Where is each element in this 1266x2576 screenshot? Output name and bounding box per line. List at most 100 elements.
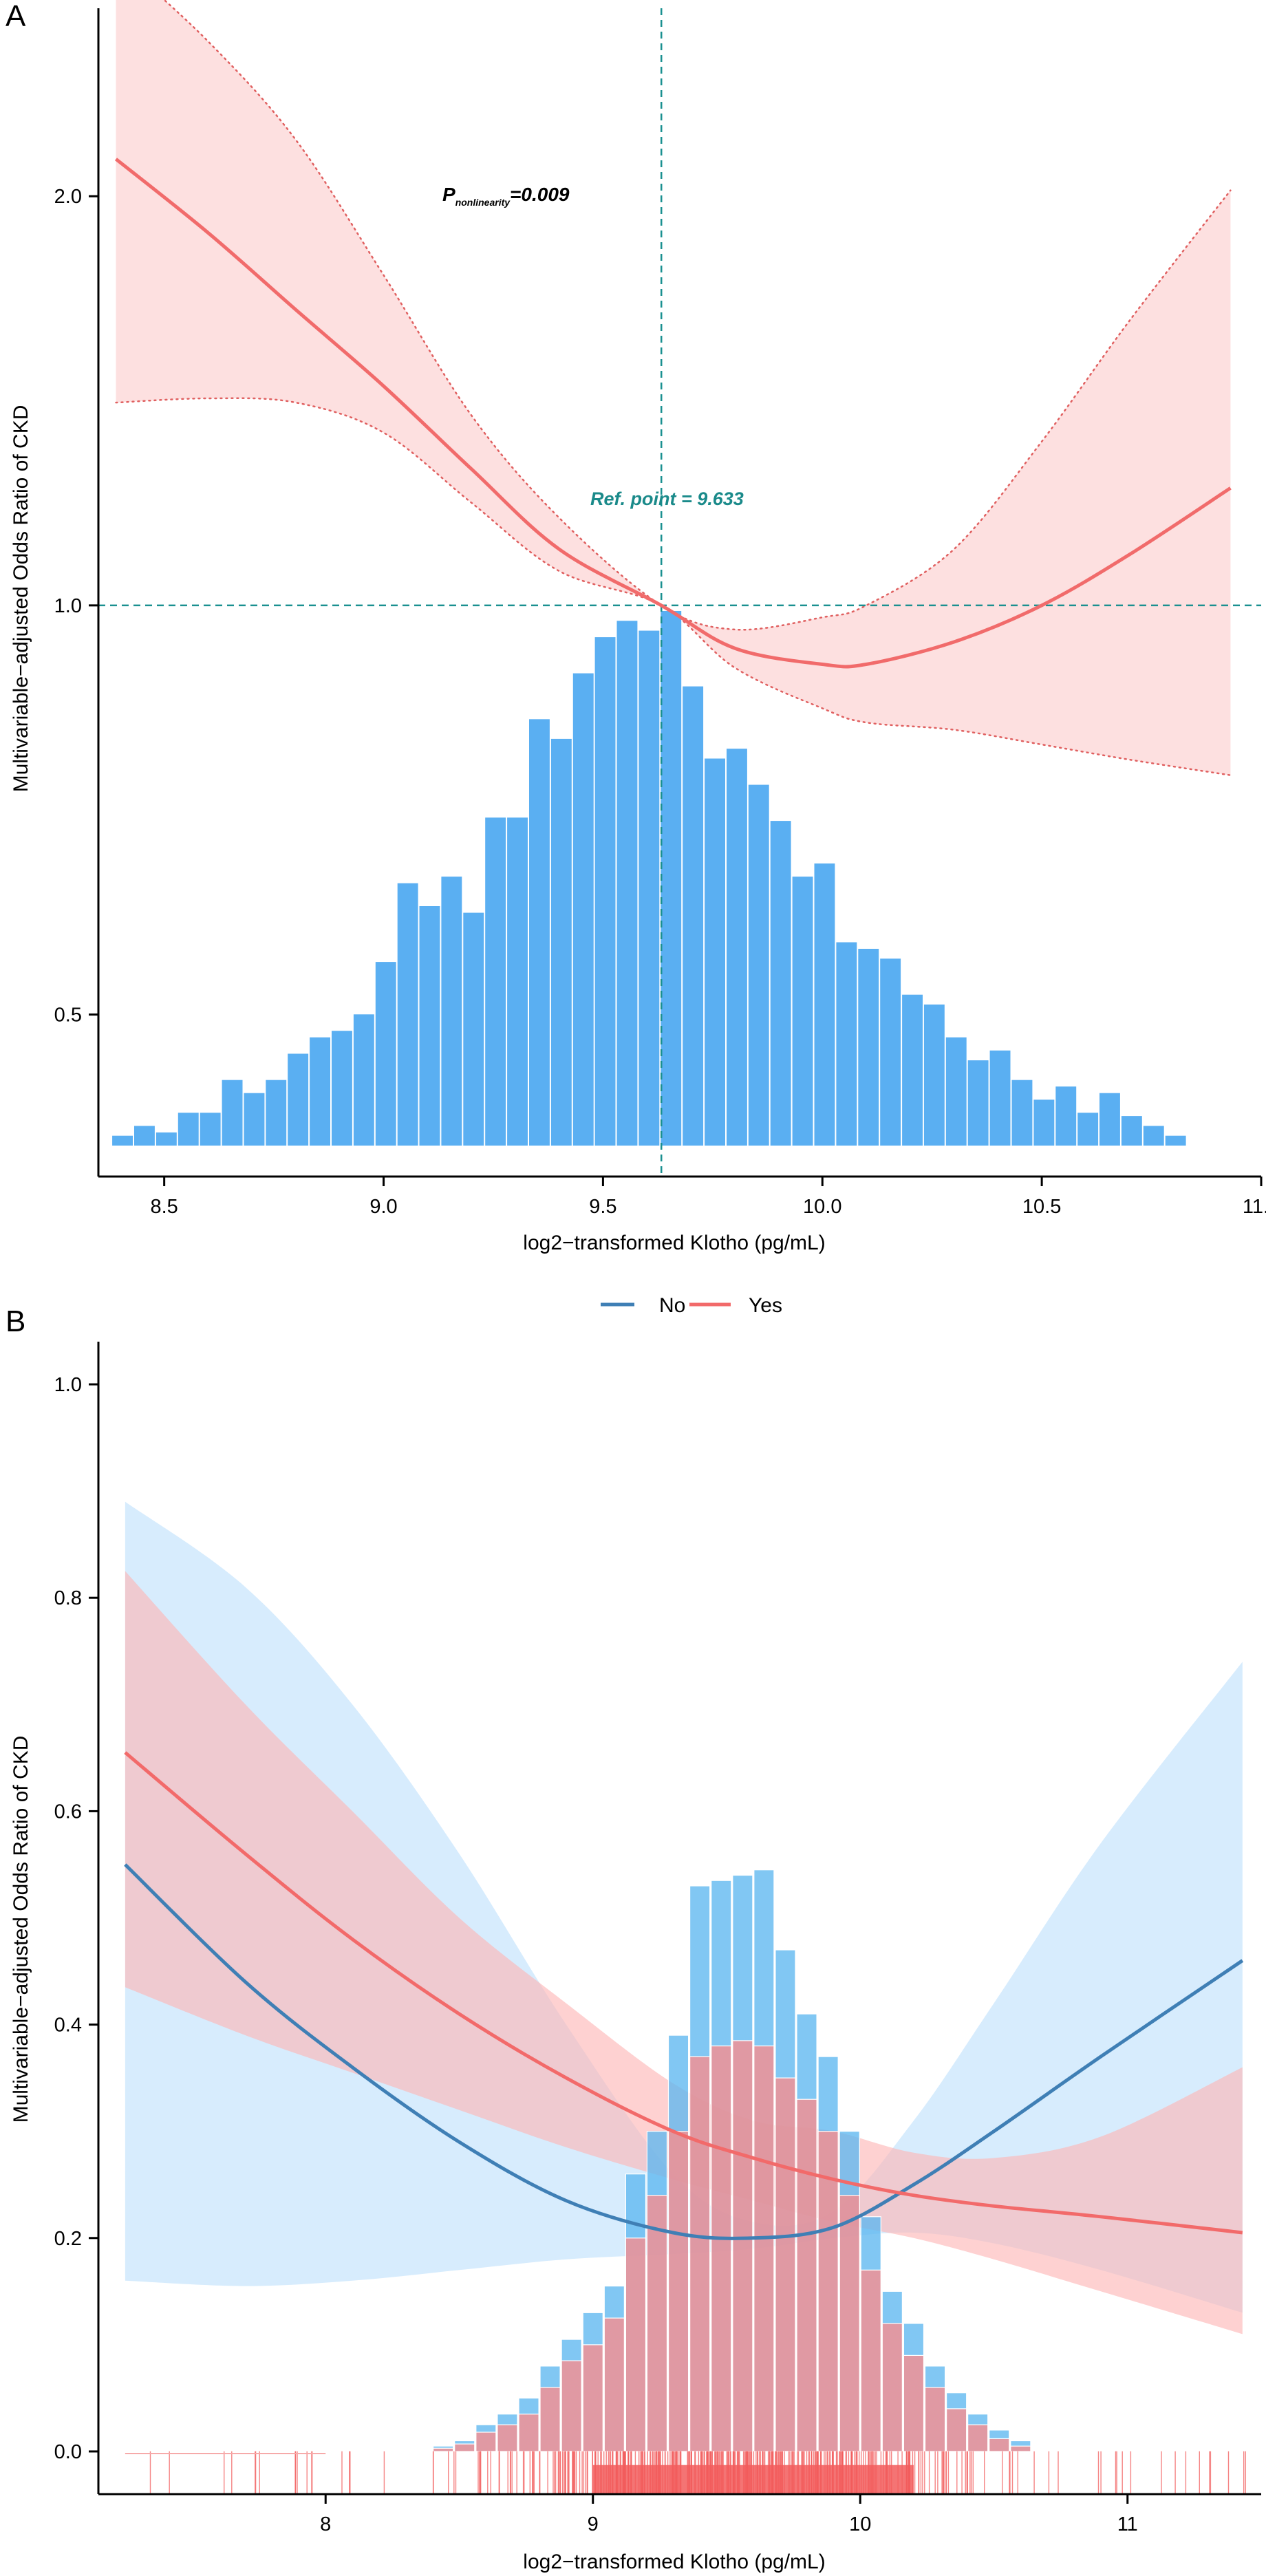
x-tick-label: 11 <box>1117 2513 1138 2535</box>
histogram-bar-yes <box>839 2195 860 2452</box>
panel-a: A 8.5 9.0 9.5 10.0 10.5 11.0 0.5 1.0 2.0 Pnonlin… <box>6 0 1266 1254</box>
x-tick-label: 10.5 <box>1022 1196 1061 1218</box>
histogram-bar <box>748 784 769 1146</box>
histogram-bar <box>572 673 594 1146</box>
histogram-bar <box>310 1037 330 1146</box>
histogram-bar <box>155 1132 177 1146</box>
panel-a-x-axis-title: log2−transformed Klotho (pg/mL) <box>523 1232 825 1254</box>
histogram-bar <box>288 1053 309 1146</box>
histogram-bar <box>923 1005 945 1146</box>
x-tick-label: 8 <box>320 2513 331 2535</box>
histogram-bar <box>639 630 660 1146</box>
histogram-bar <box>1011 1080 1033 1146</box>
histogram-bar <box>222 1080 243 1146</box>
histogram-bar-yes <box>475 2432 497 2452</box>
histogram-bar-yes <box>903 2354 925 2452</box>
histogram-bar-yes <box>775 2077 796 2452</box>
or-curve-line <box>114 158 1232 669</box>
x-tick-label: 10 <box>849 2513 871 2535</box>
histogram-bar-yes <box>796 2099 817 2452</box>
histogram-bar <box>200 1113 221 1146</box>
histogram-bar <box>1033 1099 1055 1146</box>
histogram-bar <box>397 883 418 1146</box>
histogram-bar <box>1099 1093 1120 1146</box>
panel-b-legend: No Yes <box>601 1294 782 1317</box>
histogram-bar <box>814 863 835 1146</box>
panel-b-letter: B <box>6 1305 25 1338</box>
histogram-bar-yes <box>753 2046 775 2452</box>
histogram-bar <box>616 621 638 1146</box>
histogram-bar <box>178 1113 199 1146</box>
x-tick-label: 9.5 <box>589 1196 616 1218</box>
histogram-bar-yes <box>454 2443 475 2452</box>
ref-point-annotation: Ref. point = 9.633 <box>590 489 744 509</box>
histogram-bar-yes <box>711 2046 732 2452</box>
histogram-bar <box>332 1031 352 1146</box>
histogram-bar-yes <box>860 2269 881 2452</box>
legend-label-yes: Yes <box>749 1294 782 1317</box>
histogram-bar-yes <box>539 2387 561 2452</box>
panel-b-x-axis-title: log2−transformed Klotho (pg/mL) <box>523 2551 825 2573</box>
histogram-bar-yes <box>625 2237 647 2452</box>
panel-b-axes: 8 9 10 11 0.0 0.2 0.4 0.6 0.8 1.0 <box>54 1342 1261 2535</box>
histogram-bar-yes <box>582 2344 603 2452</box>
histogram-bar <box>550 738 572 1146</box>
confidence-band-area <box>116 0 1231 775</box>
histogram-bar-yes <box>667 2131 689 2452</box>
panel-b-rug <box>125 2451 1247 2494</box>
histogram-bar-yes <box>945 2408 967 2452</box>
panel-a-histogram <box>112 611 1186 1146</box>
histogram-bar-yes <box>967 2424 989 2452</box>
panel-a-curve <box>114 158 1232 669</box>
histogram-bar-yes <box>924 2387 946 2452</box>
x-tick-label: 11.0 <box>1243 1196 1266 1218</box>
histogram-bar-yes <box>817 2131 839 2452</box>
histogram-bar-yes <box>689 2056 711 2452</box>
histogram-bar <box>375 962 396 1146</box>
histogram-bar <box>989 1050 1011 1146</box>
x-tick-label: 8.5 <box>150 1196 178 1218</box>
histogram-bar-yes <box>603 2317 625 2452</box>
histogram-bar <box>727 749 747 1146</box>
histogram-bar-yes <box>432 2447 454 2452</box>
histogram-bar <box>1055 1086 1077 1146</box>
histogram-bar-yes <box>1010 2445 1031 2452</box>
histogram-bar <box>244 1093 265 1146</box>
histogram-bar <box>1121 1116 1142 1146</box>
histogram-bar <box>266 1080 287 1146</box>
histogram-bar <box>683 686 704 1146</box>
histogram-bar <box>485 817 506 1146</box>
histogram-bar-yes <box>732 2040 753 2452</box>
y-tick-label: 0.0 <box>54 2441 82 2463</box>
y-tick-label: 0.2 <box>54 2228 82 2250</box>
histogram-bar-yes <box>881 2323 903 2452</box>
confidence-band-no <box>125 1501 1243 2313</box>
histogram-bar <box>1143 1126 1164 1146</box>
rug-dense-region <box>592 2465 914 2494</box>
histogram-bar <box>902 994 923 1146</box>
histogram-bar <box>967 1060 989 1146</box>
histogram-bar <box>529 719 550 1146</box>
p-subscript: nonlinearity <box>455 197 511 208</box>
x-tick-label: 10.0 <box>803 1196 841 1218</box>
histogram-bar-yes <box>646 2195 668 2452</box>
histogram-bar <box>353 1014 374 1146</box>
histogram-bar <box>770 821 791 1146</box>
panel-a-axes: 8.5 9.0 9.5 10.0 10.5 11.0 0.5 1.0 2.0 <box>54 8 1266 1218</box>
p-value: =0.009 <box>510 184 570 205</box>
panel-a-reference-lines <box>98 8 1261 1177</box>
histogram-bar <box>134 1126 155 1146</box>
or-curve-no <box>124 1863 1244 2240</box>
p-nonlinearity-annotation: Pnonlinearity=0.009 <box>442 184 570 208</box>
panel-b-y-axis-title: Multivariable−adjusted Odds Ratio of CKD <box>10 1736 32 2123</box>
p-symbol: P <box>442 184 455 205</box>
y-tick-label: 0.8 <box>54 1587 82 1609</box>
legend-label-no: No <box>659 1294 685 1317</box>
y-tick-label: 2.0 <box>54 186 82 208</box>
y-tick-label: 0.5 <box>54 1005 82 1027</box>
histogram-bar <box>1077 1113 1099 1146</box>
y-tick-label: 1.0 <box>54 1374 82 1396</box>
histogram-bar <box>858 949 879 1146</box>
histogram-bar <box>836 942 857 1146</box>
